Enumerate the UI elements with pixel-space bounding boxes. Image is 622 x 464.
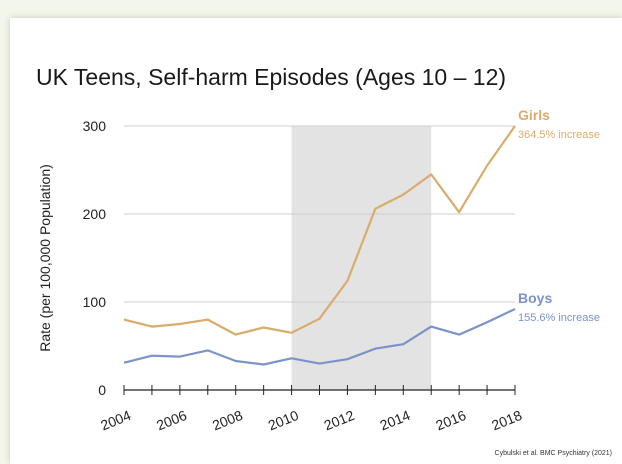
series-line-boys [123, 308, 516, 366]
y-axis-label: Rate (per 100,000 Population) [37, 164, 53, 352]
x-tick-label: 2018 [489, 407, 524, 434]
x-tick-label: 2004 [98, 407, 133, 434]
x-tick-label: 2008 [210, 407, 245, 434]
series-annotation-boys: 155.6% increase [518, 312, 600, 324]
plot-area: 0 100 200 300 2004 2006 2008 2010 2012 2014 2016 20… [83, 107, 600, 433]
series-label-girls: Girls [518, 107, 550, 123]
y-tick-label: 100 [83, 294, 107, 310]
series-line-girls [123, 125, 516, 336]
chart-card: UK Teens, Self-harm Episodes (Ages 10 – … [10, 18, 622, 464]
y-tick-label: 300 [83, 118, 107, 134]
x-tick-label: 2012 [322, 407, 357, 434]
x-tick-label: 2014 [378, 407, 413, 434]
y-tick-label: 0 [98, 382, 106, 398]
chart-svg: UK Teens, Self-harm Episodes (Ages 10 – … [36, 64, 612, 457]
x-tick-label: 2006 [154, 407, 189, 434]
source-note: Cybulski et al. BMC Psychiatry (2021) [495, 450, 612, 457]
highlight-region [291, 126, 432, 390]
series-label-boys: Boys [518, 290, 552, 306]
chart-title: UK Teens, Self-harm Episodes (Ages 10 – … [36, 64, 506, 90]
series-annotation-girls: 364.5% increase [518, 129, 600, 141]
y-tick-label: 200 [83, 206, 107, 222]
x-tick-label: 2016 [433, 407, 468, 434]
x-tick-label: 2010 [266, 407, 301, 434]
